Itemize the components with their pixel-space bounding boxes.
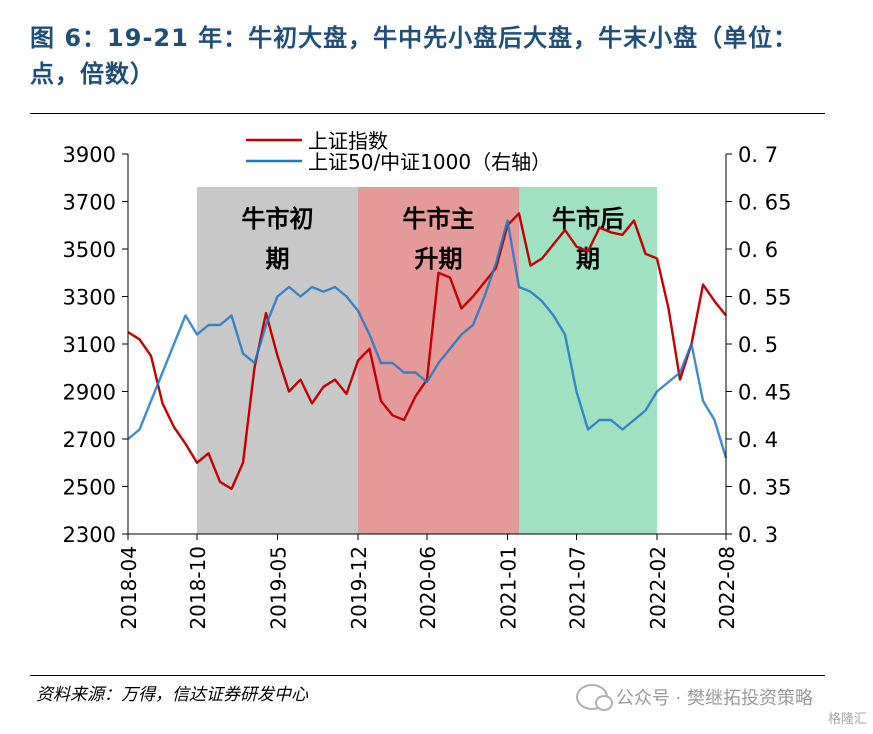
chart-title: 图 6：19-21 年：牛初大盘，牛中先小盘后大盘，牛末小盘（单位：点，倍数） [30,24,799,88]
x-tick-label-0: 2018-04 [117,546,141,630]
region-label-1-line1: 牛市初 [242,205,314,233]
wechat-icon [575,684,613,711]
shaded-region-2 [358,187,519,534]
right-tick-label-8: 0. 7 [738,143,778,167]
right-tick-label-2: 0. 4 [738,428,778,452]
left-tick-label-2: 2700 [63,428,116,452]
right-tick-label-1: 0. 35 [738,476,791,500]
x-tick-label-4: 2020-06 [416,546,440,630]
left-tick-label-4: 3100 [63,333,116,357]
left-tick-label-1: 2500 [63,476,116,500]
x-tick-label-5: 2021-01 [497,546,521,630]
x-tick-label-2: 2019-05 [267,546,291,630]
legend-label-1: 上证指数 [308,129,388,153]
x-tick-label-6: 2021-07 [566,546,590,630]
region-label-2-line2: 升期 [415,245,463,273]
bottom-divider [30,675,825,676]
x-tick-label-1: 2018-10 [186,546,210,630]
x-tick-label-3: 2019-12 [347,546,371,630]
corner-logo: 格隆汇 [827,712,867,727]
x-tick-label-8: 2022-08 [715,546,739,630]
shaded-region-3 [519,187,657,534]
legend-label-2: 上证50/中证1000（右轴） [308,150,551,174]
left-tick-label-8: 3900 [63,143,116,167]
region-label-3-line1: 牛市后 [552,205,624,233]
right-tick-label-4: 0. 5 [738,333,778,357]
region-label-2-line1: 牛市主 [403,205,475,233]
x-tick-label-7: 2022-02 [646,546,670,630]
watermark-text: 公众号 · 樊继拓投资策略 [615,688,813,709]
left-tick-label-3: 2900 [63,381,116,405]
top-divider [30,113,825,114]
series-line-2 [127,219,728,459]
shaded-region-1 [197,187,358,534]
right-tick-label-3: 0. 45 [738,381,791,405]
left-tick-label-7: 3700 [63,191,116,215]
right-tick-label-0: 0. 3 [738,523,778,547]
left-tick-label-6: 3500 [63,238,116,262]
series-line-1 [127,212,727,491]
source-note: 资料来源：万得，信达证券研发中心 [36,685,308,705]
left-tick-label-5: 3300 [63,286,116,310]
watermark: 公众号 · 樊继拓投资策略 [575,684,813,711]
left-tick-label-0: 2300 [63,523,116,547]
right-tick-label-7: 0. 65 [738,191,791,215]
right-tick-label-6: 0. 6 [738,238,778,262]
right-tick-label-5: 0. 55 [738,286,791,310]
region-label-1-line2: 期 [266,245,290,273]
